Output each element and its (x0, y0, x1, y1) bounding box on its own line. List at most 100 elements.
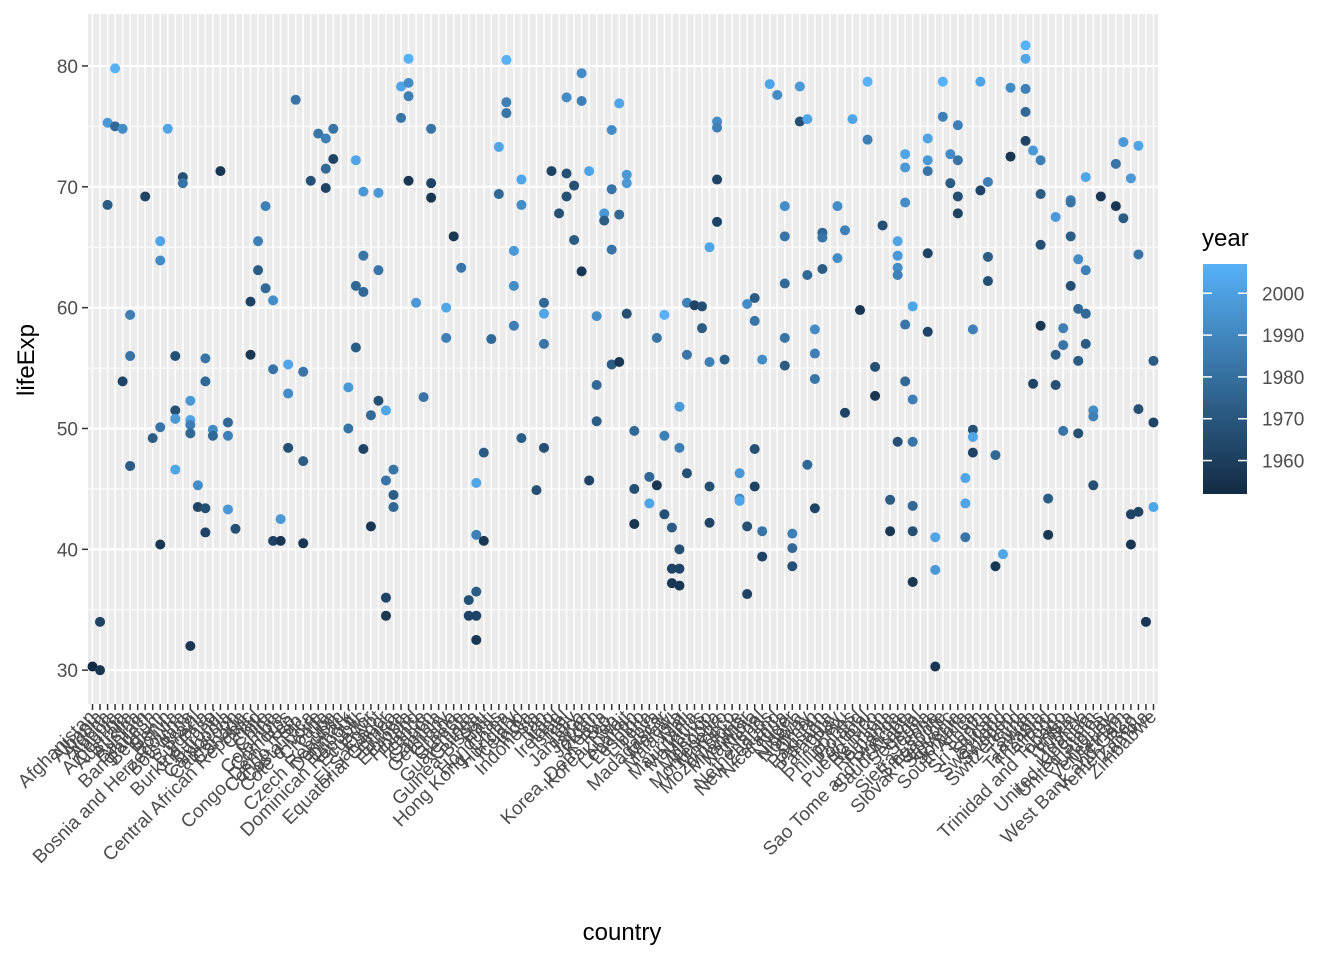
point (155, 539, 166, 550)
point (117, 376, 128, 387)
point (1118, 137, 1129, 148)
point (1050, 349, 1061, 360)
point (802, 114, 813, 125)
point (629, 425, 640, 436)
point (666, 563, 677, 574)
point (215, 166, 226, 177)
point (245, 296, 256, 307)
point (907, 394, 918, 405)
point (328, 123, 339, 134)
point (275, 535, 286, 546)
point (621, 169, 632, 180)
point (742, 299, 753, 310)
point (900, 376, 911, 387)
y-tick-label: 40 (57, 540, 78, 561)
point (1133, 404, 1144, 415)
point (1110, 158, 1121, 169)
point (937, 111, 948, 122)
point (817, 232, 828, 243)
point (561, 191, 572, 202)
point (200, 503, 211, 514)
point (697, 301, 708, 312)
point (426, 123, 437, 134)
point (576, 68, 587, 79)
point (1080, 308, 1091, 319)
point (659, 509, 670, 520)
point (967, 424, 978, 435)
point (945, 178, 956, 189)
point (644, 498, 655, 509)
point (599, 208, 610, 219)
point (892, 262, 903, 273)
point (373, 265, 384, 276)
point (855, 305, 866, 316)
point (155, 422, 166, 433)
point (1050, 212, 1061, 223)
point (117, 123, 128, 134)
point (320, 183, 331, 194)
point (538, 338, 549, 349)
point (787, 543, 798, 554)
point (403, 175, 414, 186)
point (538, 308, 549, 319)
point (862, 76, 873, 87)
point (892, 436, 903, 447)
point (493, 141, 504, 152)
point (1088, 480, 1099, 491)
point (982, 276, 993, 287)
point (1035, 239, 1046, 250)
point (1065, 231, 1076, 242)
point (343, 423, 354, 434)
point (862, 134, 873, 145)
point (320, 133, 331, 144)
point (576, 96, 587, 107)
point (1043, 493, 1054, 504)
point (380, 610, 391, 621)
point (1050, 379, 1061, 390)
point (516, 174, 527, 185)
point (922, 155, 933, 166)
point (1005, 82, 1016, 93)
point (222, 417, 233, 428)
point (1073, 254, 1084, 265)
point (614, 98, 625, 109)
point (102, 117, 113, 128)
point (365, 521, 376, 532)
point (1133, 249, 1144, 260)
point (1125, 509, 1136, 520)
point (516, 199, 527, 210)
point (516, 433, 527, 444)
point (651, 332, 662, 343)
point (478, 535, 489, 546)
point (779, 278, 790, 289)
point (170, 405, 181, 416)
point (561, 92, 572, 103)
colorbar (1203, 264, 1247, 494)
point (779, 360, 790, 371)
point (110, 63, 121, 74)
point (508, 280, 519, 291)
point (471, 610, 482, 621)
point (110, 121, 121, 132)
point (952, 191, 963, 202)
point (1028, 145, 1039, 156)
point (787, 561, 798, 572)
point (900, 149, 911, 160)
point (621, 178, 632, 189)
point (937, 76, 948, 87)
point (1133, 506, 1144, 517)
point (125, 350, 136, 361)
point (441, 302, 452, 313)
point (380, 475, 391, 486)
point (411, 297, 422, 308)
point (125, 460, 136, 471)
y-tick-label: 30 (57, 661, 78, 682)
point (870, 390, 881, 401)
point (253, 236, 264, 247)
point (975, 185, 986, 196)
point (644, 471, 655, 482)
point (1020, 53, 1031, 64)
point (1110, 201, 1121, 212)
point (140, 191, 151, 202)
point (1125, 173, 1136, 184)
